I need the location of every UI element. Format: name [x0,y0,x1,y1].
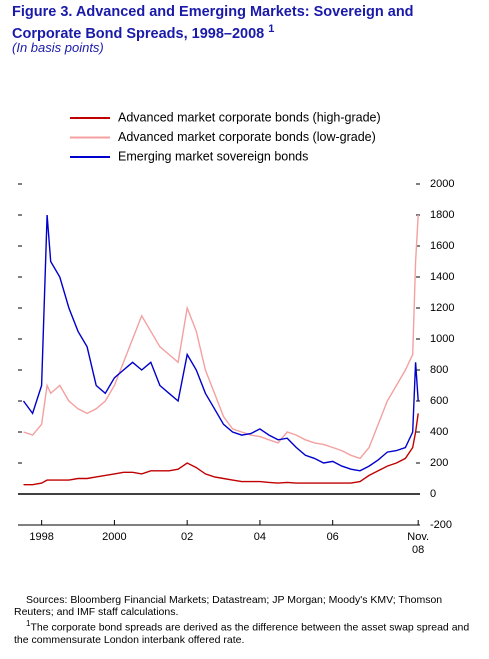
x-tick-label: 02 [181,531,193,543]
y-tick-label: 200 [430,457,448,469]
y-tick-label: 1800 [430,209,454,221]
series-line [22,214,419,472]
title: Figure 3. Advanced and Emerging Markets:… [12,4,482,43]
legend-label: Advanced market corporate bonds (high-gr… [118,110,381,124]
y-tick-label: 1400 [430,271,454,283]
series-line [23,413,419,486]
notes: Sources: Bloomberg Financial Markets; Da… [14,594,476,646]
y-tick-label: 2000 [430,178,454,190]
title-text: Figure 3. Advanced and Emerging Markets:… [12,4,414,42]
chart: Advanced market corporate bonds (high-gr… [18,110,454,556]
series-line [23,214,419,460]
x-tick-label: Nov. 08 [407,531,429,556]
y-tick-label: 1200 [430,302,454,314]
sources: Sources: Bloomberg Financial Markets; Da… [14,594,443,618]
y-tick-label: 1600 [430,240,454,252]
x-tick-label: 1998 [29,531,53,543]
legend-label: Advanced market corporate bonds (low-gra… [118,130,376,144]
y-tick-label: 400 [430,426,448,438]
y-tick-label: 800 [430,364,448,376]
footnote-text: The corporate bond spreads are derived a… [14,621,470,646]
legend-label: Emerging market sovereign bonds [118,149,308,163]
x-tick-label: 2000 [102,531,126,543]
y-tick-label: 600 [430,395,448,407]
title-note: 1 [268,23,275,35]
y-tick-label: 0 [430,488,436,500]
y-tick-label: -200 [430,519,452,531]
subtitle: (In basis points) [12,40,104,55]
x-tick-label: 04 [254,531,266,543]
footnote: 1The corporate bond spreads are derived … [14,618,476,646]
x-tick-label: 06 [327,531,339,543]
y-tick-label: 1000 [430,333,454,345]
footnote-mark: 1 [26,619,31,628]
